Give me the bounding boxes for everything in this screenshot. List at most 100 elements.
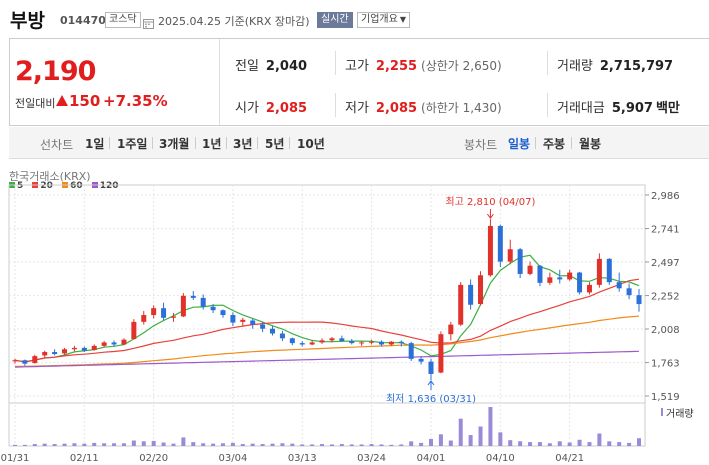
volume-bar xyxy=(429,438,433,446)
line-chart-label: 선차트 xyxy=(40,138,74,152)
tab-daily[interactable]: 일봉 xyxy=(508,137,531,151)
tab-separator xyxy=(289,137,290,149)
company-info-button[interactable]: 기업개요 ▼ xyxy=(357,12,410,28)
x-tick-label: 02/11 xyxy=(70,453,99,464)
lower-limit: (하한가 1,430) xyxy=(421,101,502,115)
candlestick-chart[interactable]: 2,986 2,741 2,497 2,252 2,008 1,763 1,519 01/31… xyxy=(0,160,709,465)
tab-monthly[interactable]: 월봉 xyxy=(579,137,602,151)
diff-label: 전일대비 xyxy=(15,97,56,110)
volume-bar xyxy=(468,435,473,446)
x-tick-label: 03/04 xyxy=(218,453,247,464)
min-price-label: 최저 1,636 (03/31) xyxy=(386,393,476,405)
plot-frame xyxy=(8,184,646,447)
volume-bar xyxy=(62,443,67,446)
candle-body xyxy=(497,225,503,262)
x-tick-label: 01/31 xyxy=(1,453,30,464)
diff-percent: +7.35% xyxy=(103,92,168,110)
volume-bar xyxy=(349,444,354,446)
volume-bar xyxy=(627,442,632,446)
x-tick-label: 03/24 xyxy=(357,453,386,464)
candle-body xyxy=(418,358,424,362)
open-value: 2,085 xyxy=(265,101,308,116)
tab-weekly[interactable]: 주봉 xyxy=(543,137,566,151)
tab-10y[interactable]: 10년 xyxy=(297,137,325,151)
tab-separator xyxy=(152,137,153,149)
candle-body xyxy=(22,360,28,364)
candle-body xyxy=(250,320,256,325)
tab-separator xyxy=(257,137,258,149)
candle-body xyxy=(270,328,276,334)
volume-label: 거래량 xyxy=(666,408,694,420)
candle-body xyxy=(448,324,454,335)
candle-body xyxy=(378,341,384,345)
amount-label: 거래대금 xyxy=(557,101,605,116)
candle-body xyxy=(131,321,137,340)
low-label: 저가 xyxy=(345,101,369,116)
candle-body xyxy=(626,288,632,296)
volume-bar xyxy=(409,441,414,446)
volume-bar xyxy=(171,443,176,446)
candle-body xyxy=(398,341,404,344)
divider xyxy=(335,51,336,75)
tab-1d[interactable]: 1일 xyxy=(85,137,105,151)
tab-separator xyxy=(226,137,227,149)
tab-1w[interactable]: 1주일 xyxy=(117,137,148,151)
tab-separator xyxy=(571,137,572,149)
candle-body xyxy=(438,334,444,373)
candle-body xyxy=(567,272,573,280)
candle-body xyxy=(180,295,186,317)
diff-value: 150 xyxy=(69,92,101,110)
volume-bar xyxy=(389,444,394,446)
volume-bar xyxy=(32,444,37,446)
volume-bar xyxy=(141,441,146,446)
candle-body xyxy=(319,340,325,343)
tab-5y[interactable]: 5년 xyxy=(265,137,285,151)
tab-3m[interactable]: 3개월 xyxy=(159,137,190,151)
current-price: 2,190 xyxy=(15,56,96,87)
amount-cell: 거래대금 5,907 백만 xyxy=(557,97,680,116)
company-info-label: 기업개요 xyxy=(361,14,398,25)
ma60-line xyxy=(15,315,640,367)
tab-separator xyxy=(195,137,196,149)
volume-bar xyxy=(320,444,325,446)
low-value: 2,085 xyxy=(375,101,418,116)
volume-bar xyxy=(508,440,513,446)
candle-body xyxy=(428,361,434,374)
volume-bar xyxy=(52,444,57,446)
tab-3y[interactable]: 3년 xyxy=(233,137,253,151)
volume-bar xyxy=(458,418,463,446)
candle-body xyxy=(487,225,493,276)
chevron-down-icon: ▼ xyxy=(399,15,406,24)
divider xyxy=(335,93,336,117)
volume-bar xyxy=(528,442,533,446)
tab-1y[interactable]: 1년 xyxy=(202,137,222,151)
volume-bar xyxy=(537,442,542,446)
volume-bar xyxy=(121,443,126,446)
volume-bar xyxy=(359,444,364,446)
candle-body xyxy=(369,341,375,343)
prev-close-cell: 전일 2,040 xyxy=(235,55,307,74)
candle-body xyxy=(141,315,147,322)
realtime-button[interactable]: 실시간 xyxy=(317,12,353,28)
stock-header: 부방 014470 코스닥 2025.04.25 기준(KRX 장마감) 실시간… xyxy=(0,0,709,38)
quote-panel: 2,190 전일대비 150 +7.35% 전일 2,040 고가 2,255 (상한… xyxy=(9,38,709,126)
candle-body xyxy=(220,310,226,316)
volume-bar xyxy=(191,442,196,446)
candle-body xyxy=(121,339,127,345)
volume-bar xyxy=(230,442,235,446)
candle-body xyxy=(606,258,612,283)
candle-body xyxy=(230,315,236,323)
volume-bar xyxy=(498,432,503,446)
x-tick-label: 04/01 xyxy=(417,453,446,464)
candle-body xyxy=(557,277,563,280)
candle-body xyxy=(547,277,553,283)
high-label: 고가 xyxy=(345,59,369,74)
volume-bar xyxy=(587,442,592,446)
volume-bar xyxy=(300,444,305,446)
candle-body xyxy=(596,258,602,285)
candle-body xyxy=(349,341,355,344)
candle-body xyxy=(309,342,315,345)
volume-bar xyxy=(329,444,334,446)
candle-body xyxy=(329,338,335,341)
base-date-text: 2025.04.25 기준(KRX 장마감) xyxy=(158,15,310,28)
